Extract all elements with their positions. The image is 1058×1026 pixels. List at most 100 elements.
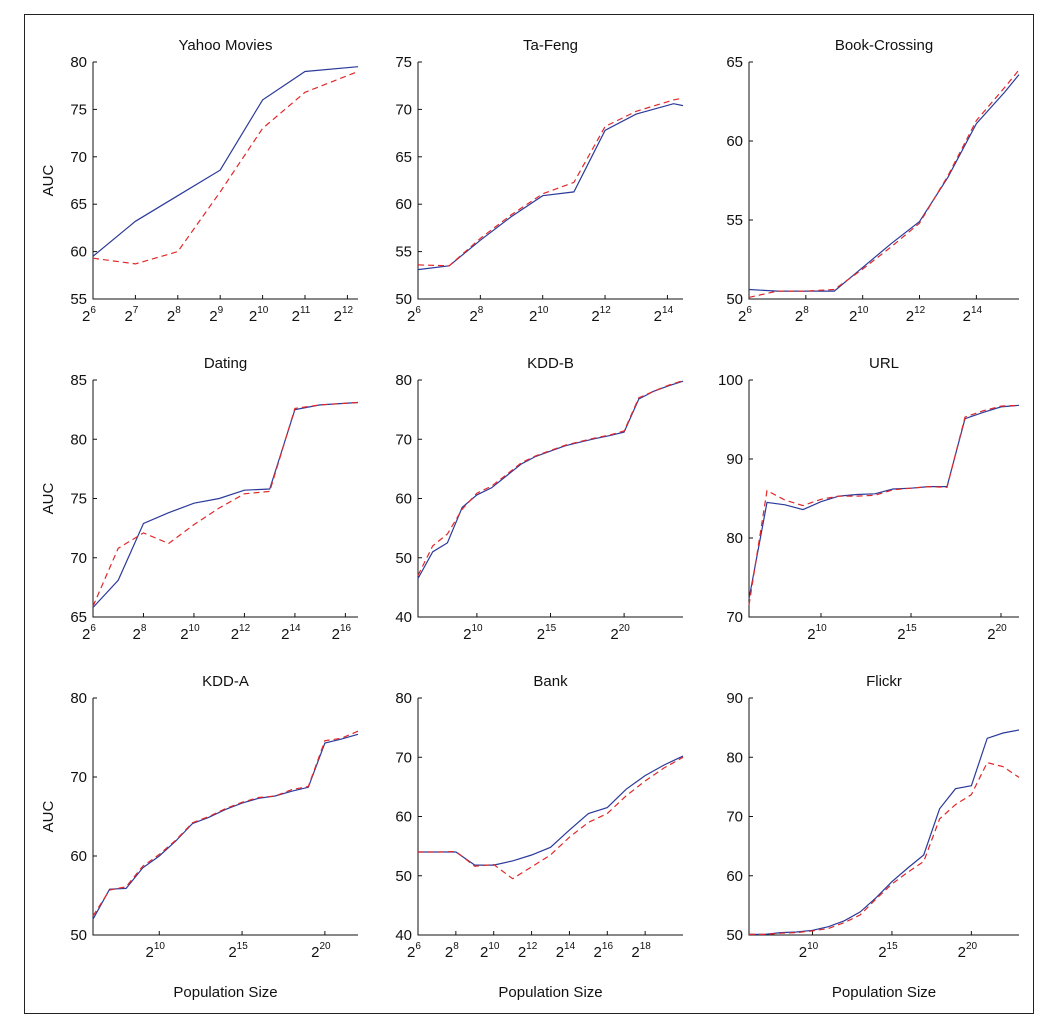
y-tick-label: 60 bbox=[726, 868, 743, 885]
x-tick-label: 26 bbox=[407, 941, 421, 961]
y-tick-label: 50 bbox=[726, 291, 743, 308]
panel-title: Flickr bbox=[866, 673, 902, 690]
x-tick-label: 26 bbox=[82, 623, 96, 643]
figure-frame bbox=[24, 14, 1034, 1014]
x-tick-label: 28 bbox=[167, 305, 181, 325]
y-tick-label: 50 bbox=[395, 550, 412, 567]
y-tick-label: 55 bbox=[726, 212, 743, 229]
x-tick-label: 212 bbox=[591, 305, 611, 325]
axes bbox=[417, 698, 683, 936]
x-tick-label: 215 bbox=[537, 623, 557, 643]
y-tick-label: 90 bbox=[726, 451, 743, 468]
series-solid bbox=[417, 380, 684, 579]
panel-title: Dating bbox=[204, 355, 247, 372]
series-dashed bbox=[417, 97, 684, 267]
y-tick-label: 60 bbox=[395, 196, 412, 213]
panel-kdd-a: KDD-A 50 60 70 80 210 215 220 AUC Population Size bbox=[40, 673, 359, 1001]
x-tick-label: 210 bbox=[249, 305, 269, 325]
x-tick-label: 220 bbox=[610, 623, 630, 643]
x-tick-label: 211 bbox=[292, 305, 311, 325]
axes bbox=[92, 698, 358, 936]
x-tick-label: 28 bbox=[133, 623, 147, 643]
series-solid bbox=[92, 401, 359, 608]
x-tick-label: 210 bbox=[799, 941, 819, 961]
panel-book-crossing: Book-Crossing 50 55 60 65 26 28 210 212 214 bbox=[726, 37, 1020, 325]
y-tick-label: 70 bbox=[395, 431, 412, 448]
y-tick-label: 100 bbox=[718, 372, 743, 389]
x-tick-label: 212 bbox=[518, 941, 538, 961]
series-dashed bbox=[92, 401, 359, 607]
y-tick-label: 80 bbox=[70, 690, 87, 707]
y-tick-label: 65 bbox=[70, 196, 87, 213]
x-tick-label: 212 bbox=[231, 623, 251, 643]
axes bbox=[748, 698, 1019, 936]
x-tick-label: 214 bbox=[556, 941, 576, 961]
panel-title: Ta-Feng bbox=[523, 37, 578, 54]
x-tick-label: 28 bbox=[795, 305, 809, 325]
y-tick-label: 80 bbox=[70, 54, 87, 71]
axes bbox=[748, 62, 1019, 300]
x-tick-label: 210 bbox=[146, 941, 166, 961]
y-tick-label: 50 bbox=[726, 927, 743, 944]
x-tick-label: 28 bbox=[469, 305, 483, 325]
panel-title: Book-Crossing bbox=[835, 37, 933, 54]
series-dashed bbox=[418, 756, 684, 880]
y-tick-label: 60 bbox=[395, 491, 412, 508]
x-tick-label: 26 bbox=[82, 305, 96, 325]
x-axis-label: Population Size bbox=[498, 984, 602, 1001]
y-tick-label: 80 bbox=[395, 372, 412, 389]
y-tick-label: 70 bbox=[395, 101, 412, 118]
x-tick-label: 214 bbox=[281, 623, 301, 643]
x-tick-label: 26 bbox=[738, 305, 752, 325]
y-tick-label: 60 bbox=[395, 809, 412, 826]
x-tick-label: 210 bbox=[463, 623, 483, 643]
panel-title: KDD-A bbox=[202, 673, 249, 690]
x-tick-label: 210 bbox=[849, 305, 869, 325]
x-axis-label: Population Size bbox=[173, 984, 277, 1001]
series-solid bbox=[749, 729, 1020, 935]
series-solid bbox=[748, 74, 1020, 292]
x-tick-label: 215 bbox=[878, 941, 898, 961]
y-axis-label: AUC bbox=[40, 800, 57, 832]
y-tick-label: 50 bbox=[395, 868, 412, 885]
panel-bank: Bank 40 50 60 70 80 26 28 210 212 214 216 218 Populat… bbox=[395, 673, 684, 1001]
series-dashed bbox=[748, 69, 1020, 298]
y-tick-label: 65 bbox=[726, 54, 743, 71]
series-dashed bbox=[92, 70, 359, 265]
x-tick-label: 220 bbox=[958, 941, 978, 961]
series-dashed bbox=[749, 761, 1020, 935]
y-tick-label: 70 bbox=[70, 550, 87, 567]
x-tick-label: 29 bbox=[209, 305, 223, 325]
y-tick-label: 50 bbox=[395, 291, 412, 308]
x-tick-label: 27 bbox=[124, 305, 138, 325]
y-tick-label: 40 bbox=[395, 609, 412, 626]
y-tick-label: 60 bbox=[70, 848, 87, 865]
y-tick-label: 75 bbox=[70, 101, 87, 118]
y-tick-label: 65 bbox=[70, 609, 87, 626]
y-tick-label: 60 bbox=[70, 244, 87, 261]
y-axis-label: AUC bbox=[40, 482, 57, 514]
panel-ta-feng: Ta-Feng 50 55 60 65 70 75 26 28 210 212 214 bbox=[395, 37, 684, 325]
y-tick-label: 70 bbox=[726, 809, 743, 826]
y-tick-label: 50 bbox=[70, 927, 87, 944]
axes bbox=[748, 380, 1019, 618]
x-tick-label: 220 bbox=[311, 941, 331, 961]
x-tick-label: 210 bbox=[807, 623, 827, 643]
axes bbox=[417, 380, 683, 618]
y-tick-label: 40 bbox=[395, 927, 412, 944]
series-solid bbox=[417, 103, 684, 271]
y-tick-label: 55 bbox=[70, 291, 87, 308]
x-tick-label: 210 bbox=[529, 305, 549, 325]
y-tick-label: 75 bbox=[395, 54, 412, 71]
y-tick-label: 80 bbox=[726, 530, 743, 547]
y-tick-label: 70 bbox=[70, 769, 87, 786]
series-dashed bbox=[417, 380, 684, 576]
panel-title: Bank bbox=[533, 673, 568, 690]
series-solid bbox=[92, 733, 359, 920]
series-dashed bbox=[92, 730, 359, 917]
y-tick-label: 80 bbox=[726, 749, 743, 766]
x-tick-label: 215 bbox=[228, 941, 248, 961]
panel-flickr: Flickr 50 60 70 80 90 210 215 220 Population Size bbox=[726, 673, 1020, 1001]
panel-title: KDD-B bbox=[527, 355, 574, 372]
